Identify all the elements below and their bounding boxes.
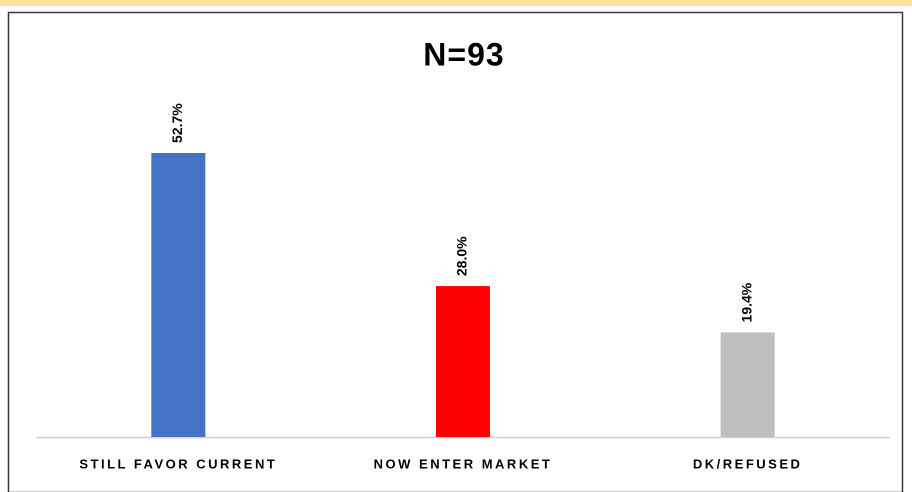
value-label: 28.0% — [454, 236, 470, 276]
x-tick-label: NOW ENTER MARKET — [374, 456, 553, 471]
value-label: 52.7% — [169, 103, 185, 143]
top-strip — [0, 0, 912, 6]
x-tick-label: STILL FAVOR CURRENT — [79, 456, 277, 471]
chart-title: N=93 — [423, 36, 504, 72]
x-tick-label: DK/REFUSED — [693, 456, 803, 471]
bar — [436, 286, 490, 437]
value-label: 19.4% — [738, 282, 754, 322]
bar — [151, 153, 206, 437]
bar — [720, 332, 775, 437]
